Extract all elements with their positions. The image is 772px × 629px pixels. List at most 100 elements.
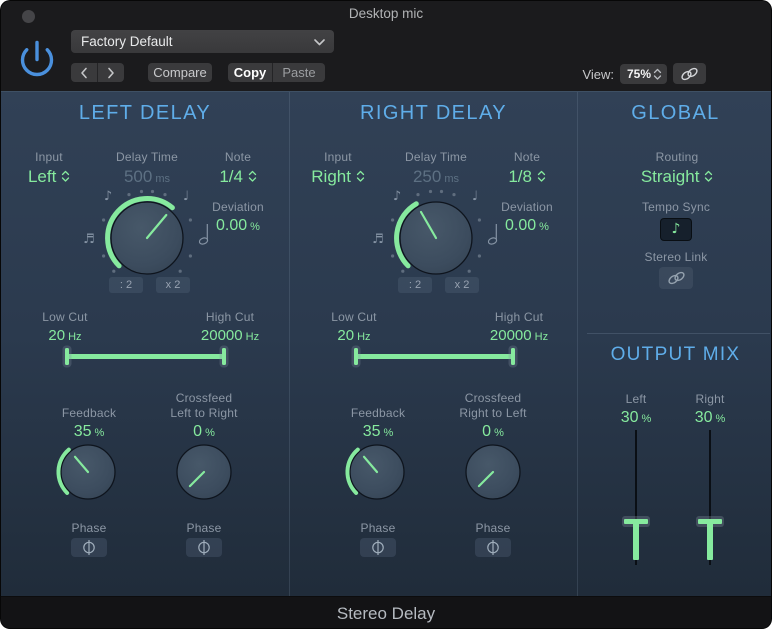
multiply-by-two-button[interactable]: x 2 — [156, 277, 190, 293]
left-deviation-field[interactable]: Deviation 0.00% — [198, 200, 278, 235]
right-feedback-phase-button[interactable] — [360, 538, 396, 557]
left-cut-range-slider[interactable] — [65, 348, 226, 366]
chevron-right-icon — [108, 67, 114, 78]
previous-preset-button[interactable] — [71, 63, 97, 82]
column-divider — [577, 92, 578, 597]
quarter-note-icon: ♩ — [472, 189, 478, 204]
plugin-header: Desktop mic Factory Default — [1, 1, 771, 91]
sixteenth-note-icon: ♬ — [83, 232, 95, 247]
stereo-link-label: Stereo Link — [644, 250, 708, 264]
feedback-label: Feedback — [350, 406, 406, 420]
view-label: View: — [582, 67, 614, 82]
deviation-label: Deviation — [212, 200, 264, 214]
view-link-button[interactable] — [673, 63, 706, 84]
view-zoom-stepper[interactable]: 75% — [620, 64, 667, 84]
link-icon — [667, 271, 685, 285]
output-left-fader-stem[interactable] — [633, 519, 639, 560]
divide-by-two-button[interactable]: : 2 — [109, 277, 143, 293]
left-feedback-field[interactable]: Feedback 35% — [49, 406, 129, 441]
sixteenth-note-icon: ♬ — [372, 232, 384, 247]
delay-time-label: Delay Time — [404, 150, 468, 164]
link-icon — [681, 67, 698, 80]
view-zoom-value: 75% — [627, 67, 652, 81]
power-button[interactable] — [15, 33, 61, 81]
right-feedback-knob[interactable] — [342, 437, 412, 507]
crossfeed-direction-label: Right to Left — [459, 406, 527, 420]
right-crossfeed-field[interactable]: Crossfeed Right to Left 0% — [443, 391, 543, 441]
copy-button[interactable]: Copy — [233, 65, 267, 80]
divider — [97, 63, 98, 82]
range-bar — [66, 354, 225, 359]
right-low-cut-field[interactable]: Low Cut 20 Hz — [314, 310, 394, 344]
left-feedback-knob[interactable] — [53, 437, 123, 507]
left-delay-time-field[interactable]: Delay Time 500 ms — [87, 150, 207, 187]
preset-selector[interactable]: Factory Default — [71, 30, 334, 53]
left-delay-time-knob[interactable]: ♬ ♪ ♩ — [62, 182, 232, 286]
output-left-field[interactable]: Left 30% — [596, 392, 676, 427]
multiply-by-two-button[interactable]: x 2 — [445, 277, 479, 293]
quarter-note-icon: ♩ — [183, 189, 189, 204]
right-crossfeed-knob[interactable] — [458, 437, 528, 507]
routing-label: Routing — [655, 150, 699, 164]
high-cut-handle[interactable] — [511, 348, 515, 365]
right-delay-title: RIGHT DELAY — [360, 102, 507, 124]
left-crossfeed-phase-button[interactable] — [186, 538, 222, 557]
output-left-fader-track — [635, 430, 637, 565]
output-right-field[interactable]: Right 30% — [670, 392, 750, 427]
next-preset-button[interactable] — [98, 63, 124, 82]
right-delay-time-field[interactable]: Delay Time 250 ms — [376, 150, 496, 187]
left-crossfeed-field[interactable]: Crossfeed Left to Right 0% — [154, 391, 254, 441]
left-input-select[interactable]: Input Left — [9, 150, 89, 187]
left-high-cut-field[interactable]: High Cut 20000 Hz — [188, 310, 272, 344]
input-label: Input — [35, 150, 63, 164]
output-right-fader-stem[interactable] — [707, 519, 713, 560]
right-crossfeed-phase-button[interactable] — [475, 538, 511, 557]
right-note-select[interactable]: Note 1/8 — [487, 150, 567, 187]
left-crossfeed-knob[interactable] — [169, 437, 239, 507]
right-deviation-field[interactable]: Deviation 0.00% — [487, 200, 567, 235]
right-input-select[interactable]: Input Right — [298, 150, 378, 187]
left-feedback-phase-button[interactable] — [71, 538, 107, 557]
right-feedback-field[interactable]: Feedback 35% — [338, 406, 418, 441]
left-low-cut-field[interactable]: Low Cut 20 Hz — [25, 310, 105, 344]
window-control-dot[interactable] — [22, 10, 35, 23]
divide-by-two-button[interactable]: : 2 — [398, 277, 432, 293]
stereo-link-button[interactable] — [659, 267, 693, 289]
left-note-select[interactable]: Note 1/4 — [198, 150, 278, 187]
deviation-label: Deviation — [501, 200, 553, 214]
chevron-down-icon — [314, 39, 325, 46]
low-cut-handle[interactable] — [65, 348, 69, 365]
global-section: GLOBAL Routing Straight Tempo Sync ♪ Ste… — [578, 92, 771, 597]
up-down-chevron-icon — [61, 170, 70, 182]
range-bar — [355, 354, 514, 359]
right-delay-time-knob[interactable]: ♬ ♪ ♩ — [351, 182, 521, 286]
column-divider — [289, 92, 290, 597]
tempo-sync-label: Tempo Sync — [641, 200, 711, 214]
phase-icon — [83, 540, 95, 555]
routing-select[interactable]: Routing Straight — [633, 150, 721, 187]
plugin-panel: LEFT DELAY Input Left Delay Time 500 ms N… — [1, 91, 771, 597]
copy-paste-group: Copy Paste — [228, 63, 325, 82]
up-down-chevron-icon — [356, 170, 364, 182]
compare-button[interactable]: Compare — [148, 63, 212, 82]
high-cut-handle[interactable] — [222, 348, 226, 365]
phase-icon — [198, 540, 210, 555]
up-down-chevron-icon — [248, 170, 256, 182]
global-title: GLOBAL — [631, 102, 720, 124]
paste-button[interactable]: Paste — [282, 65, 316, 80]
low-cut-handle[interactable] — [354, 348, 358, 365]
divider — [272, 63, 273, 82]
note-label: Note — [513, 150, 541, 164]
half-note-icon — [487, 224, 498, 245]
feedback-label: Feedback — [61, 406, 117, 420]
high-cut-label: High Cut — [494, 310, 544, 324]
note-label: Note — [224, 150, 252, 164]
high-cut-label: High Cut — [205, 310, 255, 324]
right-high-cut-field[interactable]: High Cut 20000 Hz — [477, 310, 561, 344]
left-delay-title: LEFT DELAY — [78, 102, 212, 124]
tempo-sync-button[interactable]: ♪ — [660, 218, 692, 241]
right-cut-range-slider[interactable] — [354, 348, 515, 366]
input-label: Input — [324, 150, 352, 164]
phase-icon — [487, 540, 499, 555]
